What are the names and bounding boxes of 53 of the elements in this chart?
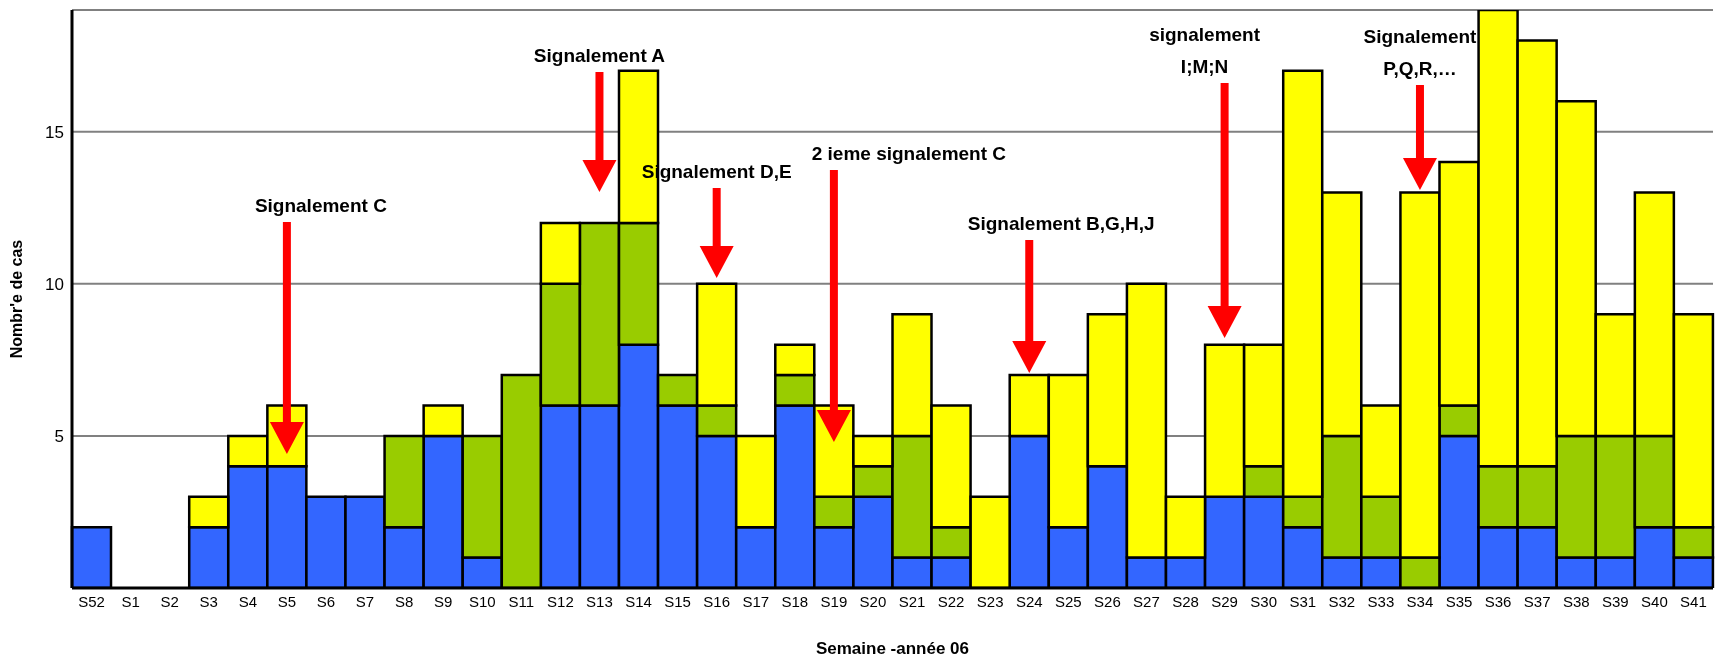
x-tick-label: S39 — [1601, 592, 1629, 610]
x-tick-label: S52 — [78, 592, 105, 610]
x-tick-label: S21 — [898, 592, 926, 610]
x-tick-label: S17 — [742, 592, 770, 610]
x-tick-label: S1 — [121, 592, 140, 610]
x-tick-label: S25 — [1054, 592, 1082, 610]
y-tick-label: 5 — [54, 426, 64, 446]
x-tick-label: S18 — [781, 592, 809, 610]
x-tick-label: S13 — [586, 592, 613, 610]
annotation: Signalement P,Q,R,… — [1363, 26, 1478, 79]
x-tick-label: S22 — [937, 592, 965, 610]
x-tick-label: S30 — [1250, 592, 1278, 610]
x-tick-label: S40 — [1641, 592, 1668, 610]
x-tick-label: S23 — [976, 592, 1004, 610]
x-axis-title: Semaine -année 06 — [815, 639, 970, 658]
x-tick-label: S4 — [238, 592, 257, 610]
x-tick-label: S7 — [355, 592, 375, 610]
x-tick-label: S3 — [199, 592, 218, 610]
x-tick-label: S19 — [820, 592, 848, 610]
x-tick-label: S37 — [1523, 592, 1551, 610]
y-tick-label: 10 — [45, 274, 64, 294]
x-tick-label: S31 — [1289, 592, 1317, 610]
x-tick-label: S35 — [1445, 592, 1473, 610]
annotation: Signalement A — [533, 45, 666, 66]
x-tick-label: S8 — [394, 592, 414, 610]
x-tick-label: S24 — [1015, 592, 1043, 610]
x-tick-label: S29 — [1211, 592, 1238, 610]
x-tick-label: S10 — [468, 592, 496, 610]
x-tick-label: S20 — [859, 592, 887, 610]
x-tick-label: S16 — [703, 592, 731, 610]
x-tick-label: S32 — [1328, 592, 1356, 610]
x-tick-label: S33 — [1367, 592, 1395, 610]
x-tick-label: S38 — [1562, 592, 1590, 610]
x-tick-label: S5 — [277, 592, 297, 610]
x-tick-label: S26 — [1094, 592, 1121, 610]
x-tick-label: S9 — [434, 592, 453, 610]
x-tick-label: S15 — [664, 592, 691, 610]
annotation: Signalement C — [254, 195, 388, 216]
x-tick-label: S11 — [508, 592, 535, 610]
x-tick-label: S12 — [547, 592, 574, 610]
x-tick-label: S36 — [1484, 592, 1512, 610]
annotation: signalement I;M;N — [1149, 24, 1261, 77]
x-tick-label: S6 — [316, 592, 336, 610]
annotation: Signalement B,G,H,J — [967, 213, 1155, 234]
x-tick-label: S27 — [1133, 592, 1160, 610]
annotation: 2 ieme signalement C — [811, 143, 1007, 164]
x-tick-label: S41 — [1680, 592, 1707, 610]
x-tick-label: S28 — [1172, 592, 1199, 610]
y-tick-label: 15 — [45, 122, 64, 142]
y-axis-title: Nombr'e de cas — [7, 239, 25, 359]
x-tick-label: S34 — [1406, 592, 1434, 610]
x-tick-label: S2 — [160, 592, 179, 610]
x-tick-label: S14 — [625, 592, 652, 610]
